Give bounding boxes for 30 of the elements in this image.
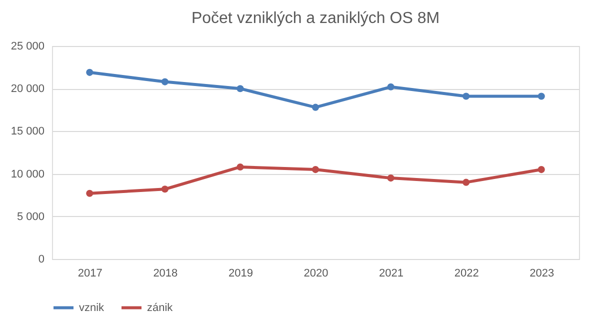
point	[538, 166, 545, 174]
x-tick-label: 2018	[153, 268, 178, 280]
x-tick-label: 2022	[454, 268, 479, 280]
y-tick-label: 15 000	[10, 126, 44, 138]
legend-label: vznik	[79, 302, 105, 314]
point	[236, 85, 244, 92]
point	[462, 178, 470, 186]
point	[312, 166, 320, 174]
x-tick-label: 2020	[304, 268, 328, 280]
y-tick-label: 25 000	[10, 40, 44, 52]
point	[236, 163, 244, 171]
point	[538, 92, 545, 100]
x-tick-label: 2023	[530, 268, 554, 280]
point	[387, 174, 394, 182]
point	[86, 190, 94, 197]
point	[387, 83, 394, 90]
x-tick-label: 2019	[228, 268, 253, 280]
y-tick-label: 5 000	[16, 210, 44, 223]
legend-label: zánik	[147, 302, 174, 314]
x-tick-label: 2017	[78, 268, 102, 280]
point	[312, 104, 320, 111]
y-tick-label: 10 000	[10, 168, 44, 180]
y-tick-label: 0	[38, 254, 44, 266]
point	[161, 78, 168, 86]
chart-title: Počet vzniklých a zaniklých OS 8M	[191, 10, 440, 27]
point	[462, 92, 470, 100]
point	[161, 186, 168, 193]
point	[86, 68, 94, 76]
y-tick-label: 20 000	[10, 83, 44, 96]
x-tick-label: 2021	[379, 268, 404, 280]
